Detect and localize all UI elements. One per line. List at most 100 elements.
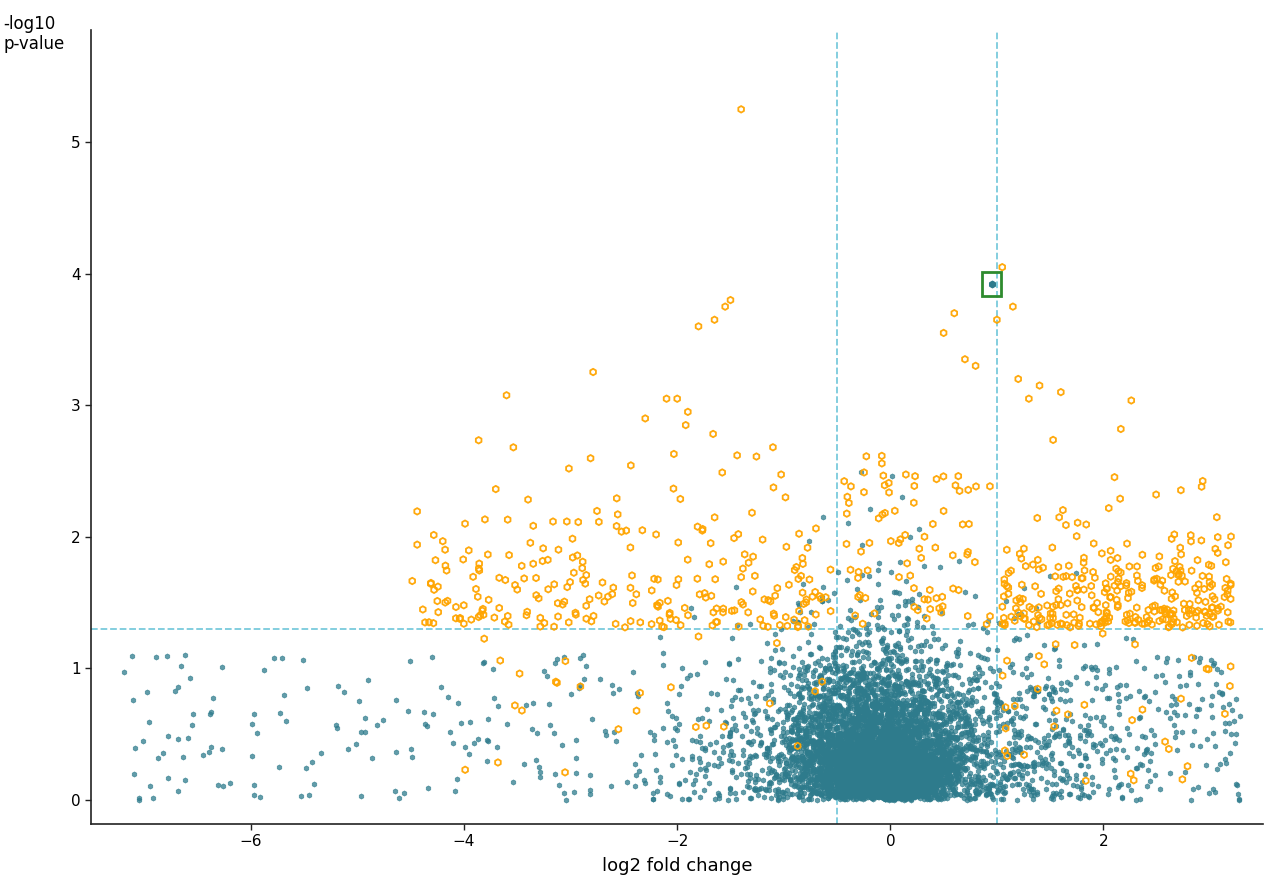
Point — [855, 763, 876, 777]
Point — [1197, 757, 1217, 772]
Point — [927, 752, 947, 766]
Point — [884, 765, 905, 780]
Point — [982, 664, 1002, 678]
Point — [918, 774, 938, 789]
Point — [987, 691, 1007, 706]
Point — [868, 789, 888, 804]
Point — [923, 727, 943, 741]
Point — [851, 664, 872, 678]
Point — [840, 699, 860, 714]
Point — [869, 739, 890, 754]
Point — [851, 790, 872, 805]
Point — [1192, 691, 1212, 706]
Point — [901, 747, 922, 762]
Point — [932, 756, 952, 771]
Point — [842, 761, 863, 775]
Point — [908, 782, 928, 797]
Point — [884, 791, 905, 805]
Point — [1024, 755, 1044, 769]
Point — [954, 790, 974, 805]
Point — [905, 660, 925, 674]
Point — [810, 761, 831, 775]
Point — [940, 694, 960, 708]
Point — [863, 756, 883, 771]
Point — [897, 785, 918, 799]
Point — [850, 751, 870, 765]
Point — [865, 721, 886, 735]
Point — [884, 745, 905, 759]
Point — [888, 777, 909, 791]
Point — [973, 744, 993, 758]
Point — [841, 780, 861, 795]
Point — [847, 754, 868, 768]
Point — [847, 778, 868, 792]
Point — [892, 707, 913, 722]
Point — [872, 790, 892, 805]
Point — [832, 773, 852, 788]
Point — [865, 759, 886, 773]
Point — [838, 739, 859, 754]
Point — [1188, 780, 1208, 795]
Point — [878, 790, 899, 805]
Point — [891, 791, 911, 805]
Point — [783, 768, 804, 782]
Point — [869, 765, 890, 780]
Point — [877, 745, 897, 759]
Point — [846, 766, 867, 780]
Point — [884, 727, 905, 741]
Point — [705, 615, 726, 629]
Point — [861, 780, 882, 795]
Point — [1197, 732, 1217, 747]
Point — [1120, 607, 1140, 621]
Point — [869, 766, 890, 780]
Point — [882, 789, 902, 804]
Point — [892, 771, 913, 785]
Point — [829, 688, 850, 702]
Point — [1161, 591, 1181, 606]
Point — [919, 696, 940, 710]
Point — [841, 723, 861, 738]
Point — [858, 722, 878, 736]
Point — [867, 772, 887, 787]
Point — [865, 751, 886, 765]
Point — [762, 712, 782, 726]
Point — [883, 764, 904, 778]
Point — [876, 698, 896, 713]
Point — [840, 777, 860, 791]
Point — [881, 789, 901, 804]
Point — [805, 688, 826, 702]
Point — [854, 752, 874, 766]
Point — [1043, 611, 1064, 625]
Point — [884, 750, 905, 764]
Point — [463, 570, 484, 584]
Point — [850, 745, 870, 759]
Point — [814, 753, 835, 767]
Point — [851, 767, 872, 781]
Point — [819, 694, 840, 708]
Point — [847, 756, 868, 770]
Point — [890, 767, 910, 781]
Point — [855, 706, 876, 720]
Point — [951, 744, 972, 758]
Point — [879, 777, 900, 791]
Point — [823, 756, 844, 770]
Point — [927, 653, 947, 667]
Point — [864, 712, 884, 726]
Point — [538, 582, 558, 597]
Point — [865, 777, 886, 791]
Point — [923, 767, 943, 781]
Point — [850, 757, 870, 772]
Point — [818, 706, 838, 721]
Point — [675, 601, 695, 615]
Point — [765, 768, 786, 782]
Point — [856, 695, 877, 709]
Point — [1050, 788, 1070, 802]
Point — [920, 749, 941, 764]
Point — [815, 738, 836, 752]
Point — [855, 786, 876, 800]
Point — [872, 748, 892, 763]
Point — [850, 733, 870, 747]
Point — [897, 698, 918, 713]
Point — [851, 697, 872, 711]
Point — [867, 739, 887, 754]
